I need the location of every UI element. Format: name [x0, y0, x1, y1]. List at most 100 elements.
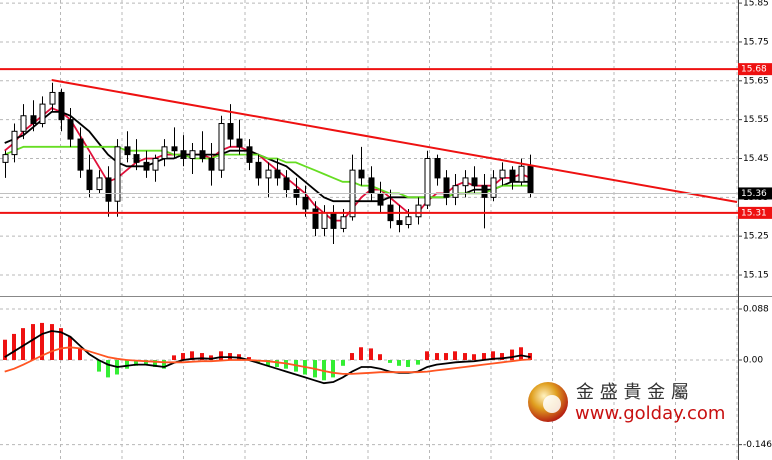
histogram-bar [68, 336, 72, 361]
histogram-bar [162, 360, 166, 369]
histogram-bar [406, 360, 410, 367]
histogram-bar [378, 354, 382, 361]
histogram-bar [331, 360, 335, 378]
candle-body [265, 169, 272, 179]
histogram-bar [50, 324, 54, 361]
histogram-bar [275, 360, 279, 367]
histogram-bar [125, 360, 129, 369]
candle-body [330, 212, 337, 229]
indicator-line [4, 145, 531, 199]
histogram-bar [12, 333, 16, 361]
candle-body [39, 103, 46, 125]
last-price-box [738, 187, 772, 200]
candle-body [312, 208, 319, 229]
histogram-bar [284, 360, 288, 369]
histogram-bar [482, 353, 486, 361]
histogram-bar [519, 347, 523, 361]
y-tick-label: 15.55 [743, 115, 769, 125]
candle-body [424, 157, 431, 206]
watermark-name: 金 盛 貴 金 屬 [576, 382, 689, 403]
candle-body [227, 123, 234, 140]
candle-body [443, 177, 450, 198]
histogram-bar [219, 351, 223, 361]
watermark-url: www.golday.com [575, 403, 725, 424]
candle-body [114, 146, 121, 202]
candle-body [218, 123, 225, 171]
histogram-bar [341, 360, 345, 366]
histogram-bar [247, 357, 251, 361]
candle-body [481, 185, 488, 198]
watermark: 金 盛 貴 金 屬 www.golday.com [528, 382, 725, 424]
last-price-label: 15.36 [741, 189, 767, 199]
candle-body [161, 146, 168, 159]
candle-body [377, 192, 384, 206]
histogram-bar [172, 355, 176, 361]
histogram-bar [78, 348, 82, 361]
logo-inner [543, 395, 561, 413]
histogram-bar [209, 355, 213, 361]
histogram-bar [31, 324, 35, 361]
candle-body [30, 115, 37, 125]
indicator-line [4, 106, 531, 222]
candle-body [462, 177, 469, 187]
indicator-line [4, 330, 531, 385]
candle-body [11, 130, 18, 156]
candle-body [49, 91, 56, 105]
candle-body [105, 177, 112, 202]
histogram-bar [453, 351, 457, 361]
histogram-bar [181, 353, 185, 361]
trendline [51, 79, 738, 203]
candle-body [58, 91, 65, 121]
candle-body [509, 169, 516, 183]
candle-body [452, 185, 459, 198]
candle-body [490, 177, 497, 198]
histogram-bar [40, 322, 44, 361]
histogram-bar [369, 348, 373, 361]
histogram-bar [144, 360, 148, 365]
histogram-bar [134, 360, 138, 366]
candle-body [20, 115, 27, 132]
histogram-bar [463, 353, 467, 361]
candle-body [236, 138, 243, 148]
histogram-bar [106, 360, 110, 378]
candle-body [321, 212, 328, 229]
histogram-bar [435, 353, 439, 361]
histogram-bar [472, 354, 476, 361]
histogram-bar [416, 360, 420, 365]
candle-body [77, 138, 84, 171]
candle-body [171, 146, 178, 152]
candle-body [471, 177, 478, 187]
y-tick-label: 0.088 [743, 304, 769, 314]
y-tick-label: 15.25 [743, 232, 769, 242]
candle-body [340, 216, 347, 229]
candle-body [152, 157, 159, 171]
y-tick-label: 0.00 [743, 356, 763, 366]
y-tick-label: -0.146 [743, 440, 772, 450]
histogram-bar [97, 360, 101, 372]
level-label: 15.68 [741, 65, 767, 75]
candle-body [86, 169, 93, 191]
level-label: 15.31 [741, 208, 767, 218]
candle-body [67, 119, 74, 140]
candle-body [396, 220, 403, 226]
histogram-bar [200, 353, 204, 361]
candle-body [499, 169, 506, 179]
candle-body [274, 169, 281, 179]
candle-body [518, 165, 525, 183]
y-tick-label: 15.45 [743, 154, 769, 164]
histogram-bar [21, 328, 25, 361]
candle-body [358, 169, 365, 179]
histogram-bar [491, 351, 495, 361]
candle-body [208, 157, 215, 171]
candle-body [2, 154, 9, 163]
candle-body [368, 177, 375, 194]
y-tick-label: 15.75 [743, 37, 769, 47]
candle-body [133, 154, 140, 163]
candle-body [283, 177, 290, 191]
level-label-box [738, 63, 772, 76]
candle-body [96, 177, 103, 191]
candle-body [527, 165, 534, 194]
y-tick-label: 15.85 [743, 0, 769, 9]
histogram-bar [350, 353, 354, 361]
